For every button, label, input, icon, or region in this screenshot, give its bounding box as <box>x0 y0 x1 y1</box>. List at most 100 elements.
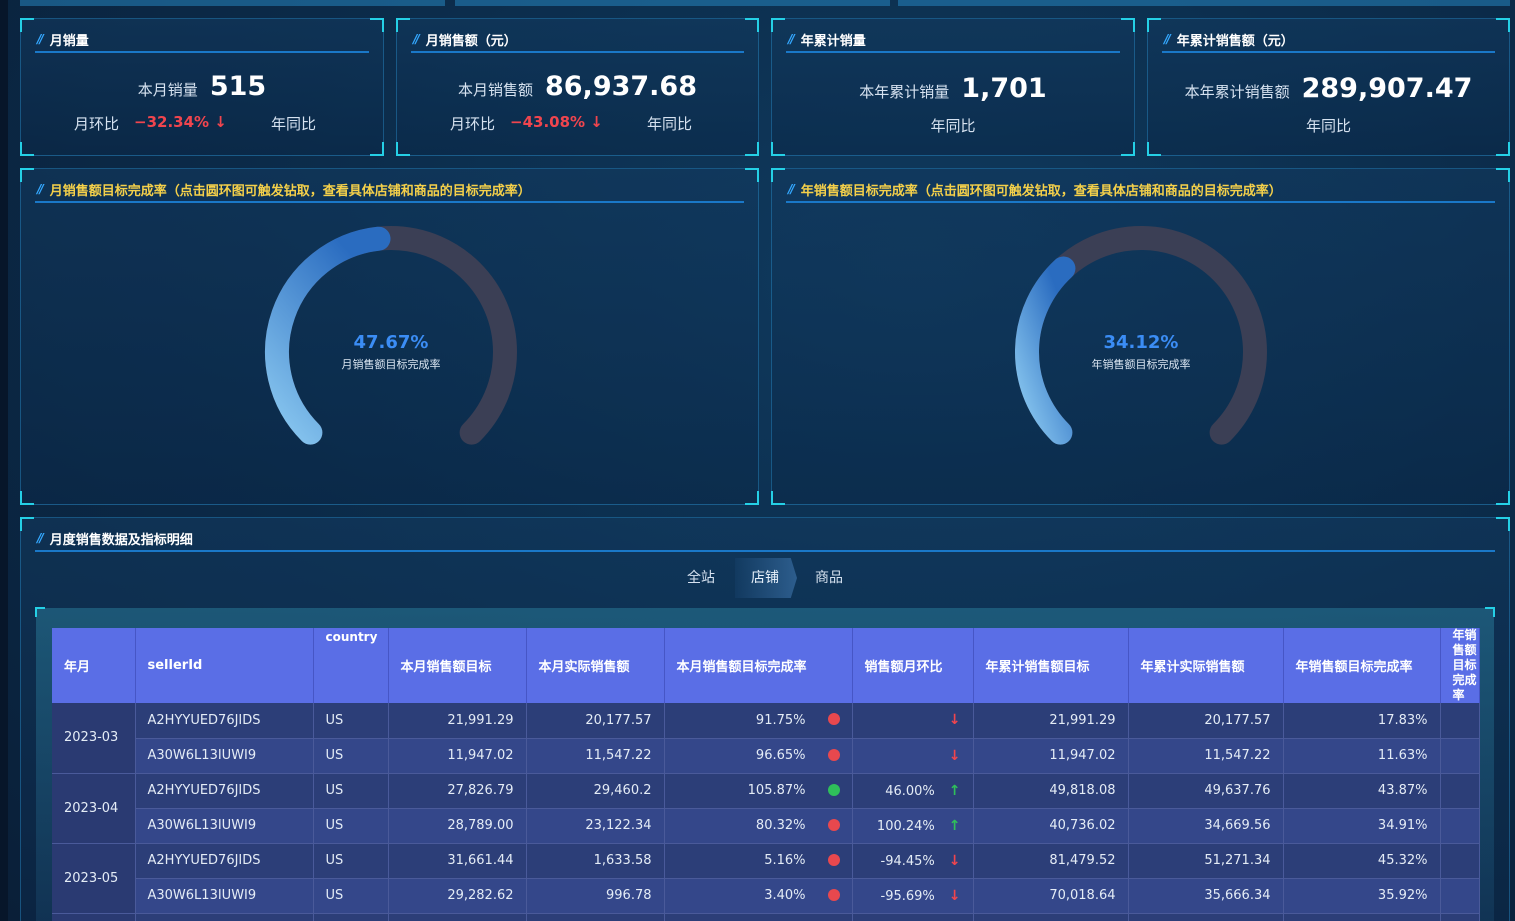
panel-title: //年累计销售额（元） <box>1162 27 1495 53</box>
tab-site[interactable]: 全站 <box>687 570 715 586</box>
actual-cell: 20,177.57 <box>526 703 665 739</box>
table-header-row: 年月 sellerId country 本月销售额目标 本月实际销售额 本月销售… <box>52 628 1480 703</box>
col-header[interactable]: 年销售额目标完成率 <box>1283 628 1441 703</box>
month-cell: 2023-06 <box>52 913 136 921</box>
rate-cell: 80.32% <box>664 808 853 844</box>
year-rate-cell: 43.87% <box>1283 773 1441 809</box>
panel-title: //月销售额目标完成率（点击圆环图可触发钻取，查看具体店铺和商品的目标完成率） <box>35 177 744 203</box>
seller-cell: A30W6L13IUWI9 <box>135 878 314 914</box>
kpi-yearly-sales-amount: //年累计销售额（元） 本年累计销售额 289,907.47 年同比 <box>1147 18 1510 156</box>
tab-store[interactable]: 店铺 <box>735 558 797 598</box>
panel-title: //月销量 <box>35 27 369 53</box>
year-target-cell: 49,818.08 <box>973 773 1129 809</box>
month-cell: 2023-03 <box>52 703 136 774</box>
yoy-label: 年同比 <box>1305 117 1351 135</box>
actual-cell: 996.78 <box>526 878 665 914</box>
panel-title: //年销售额目标完成率（点击圆环图可触发钻取，查看具体店铺和商品的目标完成率） <box>786 177 1495 203</box>
gauge-progress <box>1015 256 1076 445</box>
top-panel-edge <box>20 0 445 6</box>
col-header[interactable]: 年累计销售额目标 <box>973 628 1129 703</box>
gauge-ring[interactable] <box>1005 216 1277 488</box>
kpi-monthly-sales-amount: //月销售额（元） 本月销售额 86,937.68 月环比 −43.08% ↓ … <box>396 18 759 156</box>
country-cell: US <box>313 913 389 921</box>
year-rate-cell: 17.83% <box>1283 703 1441 739</box>
actual-cell: 29,460.2 <box>526 773 665 809</box>
actual-cell: 23,122.34 <box>526 808 665 844</box>
smile-face-icon <box>827 783 840 796</box>
col-header[interactable]: 本月销售额目标完成率 <box>664 628 853 703</box>
yearly-target-gauge[interactable]: 34.12% 年销售额目标完成率 <box>1005 216 1277 488</box>
overflow-cell <box>1440 703 1480 739</box>
year-actual-cell: 51,271.34 <box>1128 913 1284 921</box>
slash-icon: // <box>37 182 44 196</box>
arrow-up-icon: ↑ <box>948 817 961 834</box>
overflow-cell <box>1440 913 1480 921</box>
country-cell: US <box>313 738 389 774</box>
seller-cell: A30W6L13IUWI9 <box>135 738 314 774</box>
country-cell: US <box>313 808 389 844</box>
year-rate-cell: 34.91% <box>1283 808 1441 844</box>
year-rate-cell: 35.92% <box>1283 878 1441 914</box>
mom-cell: -94.45% ↓ <box>852 843 974 879</box>
col-header[interactable]: sellerId <box>135 628 314 703</box>
target-cell: 28,789.00 <box>388 808 527 844</box>
arrow-down-icon: ↓ <box>214 113 227 131</box>
top-panel-edge <box>898 0 1510 6</box>
table-row[interactable]: 2023-04 A2HYYUED76JIDS US 27,826.79 29,460.2… <box>52 773 1480 844</box>
table-row[interactable]: A30W6L13IUWI9 US 11,947.02 11,547.22 96.65% ↓… <box>52 738 1480 774</box>
yoy-label: 年同比 <box>930 117 976 135</box>
yoy-label: 年同比 <box>647 115 693 133</box>
gauge-progress <box>265 226 391 445</box>
seller-cell: A30W6L13IUWI9 <box>135 808 314 844</box>
mom-cell: 100.24% ↑ <box>852 808 974 844</box>
arrow-down-icon: ↓ <box>948 712 961 729</box>
year-actual-cell: 20,177.57 <box>1128 703 1284 739</box>
kpi-value: 1,701 <box>961 73 1047 104</box>
kpi-value: 86,937.68 <box>544 71 698 102</box>
panel-title: //月度销售数据及指标明细 <box>35 526 1495 552</box>
panel-title: //月销售额（元） <box>411 27 744 53</box>
target-cell: 27,826.79 <box>388 773 527 809</box>
actual-cell <box>526 913 665 921</box>
col-header[interactable]: 年销售额目标完成率 <box>1440 628 1480 703</box>
yearly-target-gauge-panel: //年销售额目标完成率（点击圆环图可触发钻取，查看具体店铺和商品的目标完成率） … <box>771 168 1510 505</box>
col-header[interactable]: 销售额月环比 <box>852 628 974 703</box>
kpi-yearly-sales-qty: //年累计销量 本年累计销量 1,701 年同比 <box>771 18 1135 156</box>
slash-icon: // <box>1164 32 1171 46</box>
mom-cell: -95.69% ↓ <box>852 878 974 914</box>
target-cell: 21,991.29 <box>388 703 527 739</box>
gauge-ring[interactable] <box>255 216 527 488</box>
year-target-cell: 81,479.52 <box>973 843 1129 879</box>
mom-cell: ↓ <box>852 738 974 774</box>
arrow-down-icon: ↓ <box>948 887 961 904</box>
year-rate-cell: 11.63% <box>1283 738 1441 774</box>
year-target-cell: 21,991.29 <box>973 703 1129 739</box>
monthly-target-gauge[interactable]: 47.67% 月销售额目标完成率 <box>255 216 527 488</box>
mom-label: 月环比 <box>450 115 496 133</box>
rate-cell: 3.40% <box>664 878 853 914</box>
year-actual-cell: 51,271.34 <box>1128 843 1284 879</box>
mom-cell: 46.00% ↑ <box>852 773 974 809</box>
sad-face-icon <box>827 818 840 831</box>
col-header[interactable]: country <box>313 628 389 703</box>
arrow-down-icon: ↓ <box>948 852 961 869</box>
seller-cell: A2HYYUED76JIDS <box>135 773 314 809</box>
sad-face-icon <box>827 713 840 726</box>
col-header[interactable]: 年累计实际销售额 <box>1128 628 1284 703</box>
table-row[interactable]: 2023-05 A2HYYUED76JIDS US 31,661.44 1,633.58… <box>52 843 1480 914</box>
country-cell: US <box>313 773 389 809</box>
col-header[interactable]: 本月实际销售额 <box>526 628 665 703</box>
table-row[interactable]: A30W6L13IUWI9 US 28,789.00 23,122.34 80.32% 1… <box>52 808 1480 844</box>
kpi-label: 本年累计销量 <box>859 83 950 101</box>
country-cell: US <box>313 843 389 879</box>
overflow-cell <box>1440 808 1480 844</box>
col-header[interactable]: 年月 <box>52 628 136 703</box>
arrow-up-icon: ↑ <box>948 782 961 799</box>
target-cell: 11,947.02 <box>388 738 527 774</box>
table-row[interactable]: 2023-03 A2HYYUED76JIDS US 21,991.29 20,177.5… <box>52 703 1480 774</box>
table-row[interactable]: A30W6L13IUWI9 US 29,282.62 996.78 3.40% -95.6… <box>52 878 1480 914</box>
table-row[interactable]: 2023-06A2HYYUED76JIDSUS31,661.44 0.00%-10… <box>52 913 1480 921</box>
tab-product[interactable]: 商品 <box>815 570 843 586</box>
col-header[interactable]: 本月销售额目标 <box>388 628 527 703</box>
year-target-cell: 70,018.64 <box>973 878 1129 914</box>
